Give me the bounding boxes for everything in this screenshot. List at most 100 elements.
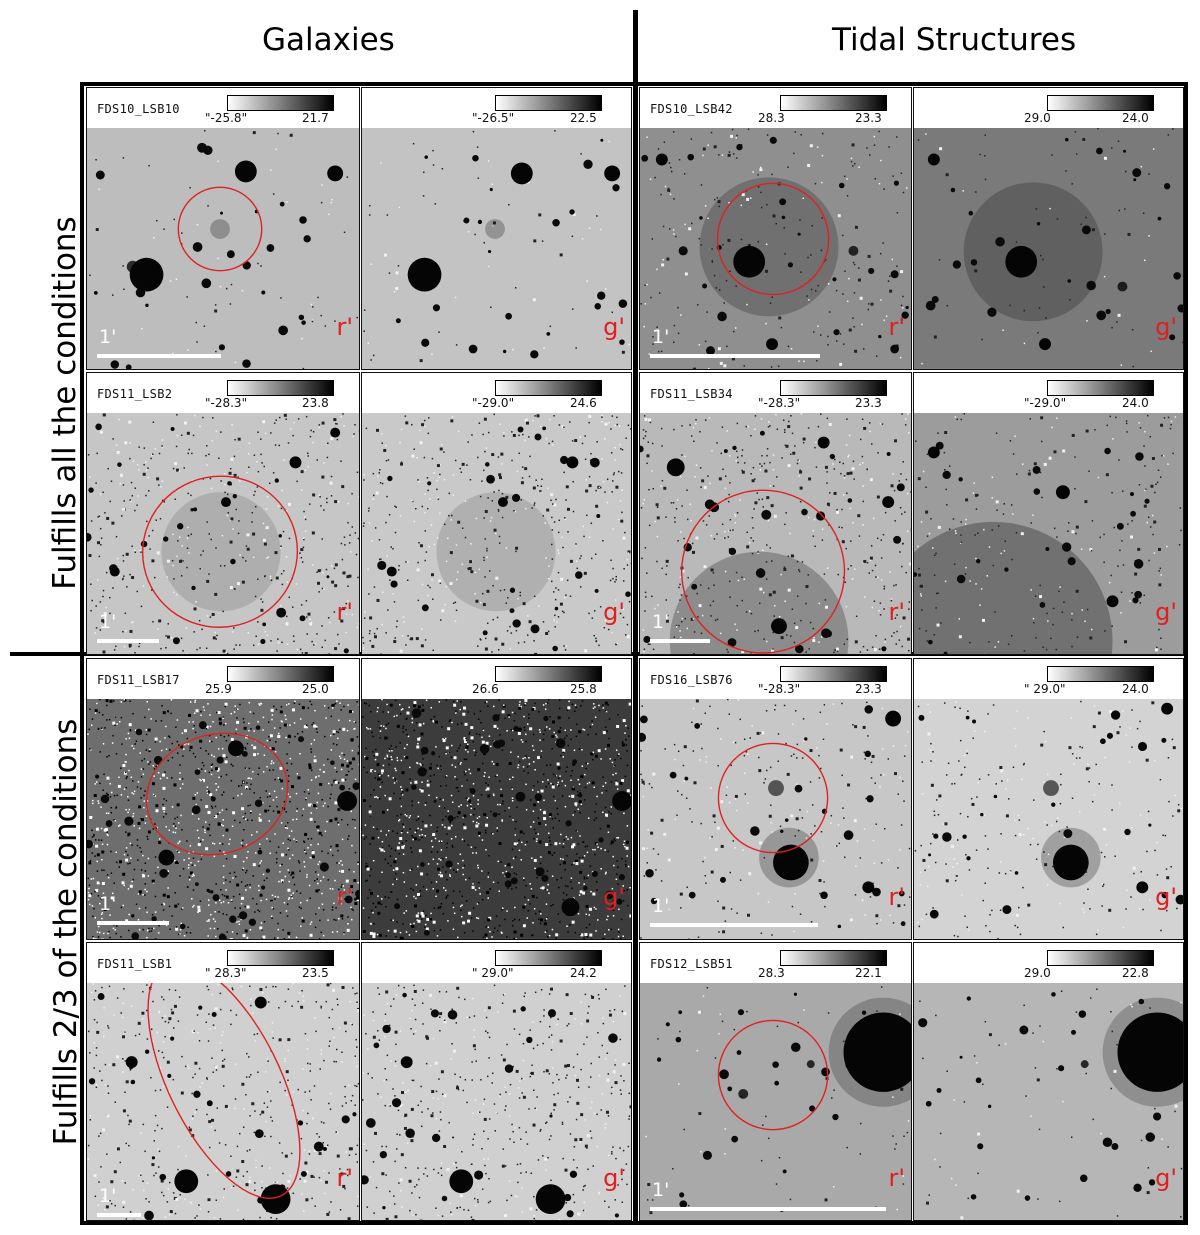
star [382, 1024, 391, 1034]
star [968, 210, 974, 216]
colorbar-max-label: 25.8 [570, 682, 597, 696]
colorbar-min-label: 28.3 [758, 111, 785, 125]
star [890, 344, 899, 354]
diffuse-glow [161, 492, 281, 612]
star [728, 547, 737, 556]
star [933, 833, 939, 839]
star [344, 895, 353, 904]
band-label: r' [888, 883, 905, 911]
colorbar-min-label: 29.0 [1024, 966, 1051, 980]
frame-bottom [80, 1221, 1188, 1225]
star [130, 1079, 136, 1085]
star [447, 815, 454, 822]
star [640, 445, 644, 453]
star [737, 1009, 745, 1016]
colorbar-header: FDS16_LSB76 "-28.3" 23.3 [640, 659, 911, 699]
star [373, 1042, 380, 1049]
star [278, 325, 289, 336]
colorbar-min-label: " 29.0" [472, 966, 514, 980]
star [135, 728, 143, 736]
bright-source [158, 849, 175, 866]
image-panel: FDS11_LSB1 " 28.3" 23.5 1' r' [86, 942, 360, 1221]
star [918, 1018, 928, 1028]
star [618, 874, 625, 881]
star [929, 909, 939, 919]
colorbar [495, 666, 602, 682]
selection-ellipse [716, 182, 830, 296]
colorbar-max-label: 22.1 [855, 966, 882, 980]
star [795, 644, 804, 654]
sky-image [87, 373, 359, 654]
colorbar-max-label: 22.8 [1122, 966, 1149, 980]
star [769, 136, 777, 144]
star [420, 862, 425, 867]
colorbar-header: FDS12_LSB51 28.3 22.1 [640, 943, 911, 983]
star [341, 1115, 350, 1124]
image-panel: "-26.5" 22.5 g' [361, 87, 632, 370]
star [643, 635, 651, 644]
star [761, 509, 772, 520]
band-label: r' [888, 1164, 905, 1192]
diffuse-glow [436, 492, 556, 612]
star [88, 1078, 96, 1085]
star [87, 839, 93, 849]
star [1177, 304, 1183, 313]
image-panel: FDS10_LSB42 28.3 23.3 1' r' [639, 87, 912, 370]
star [577, 793, 583, 798]
star [1039, 602, 1046, 608]
star [254, 1129, 264, 1138]
star [1096, 147, 1103, 155]
star [594, 588, 599, 593]
star [965, 715, 970, 720]
star [125, 364, 132, 369]
star [355, 889, 359, 898]
frame-top [80, 82, 1188, 86]
star [151, 916, 157, 922]
star [201, 278, 212, 289]
star [546, 332, 551, 336]
star [1033, 488, 1041, 495]
star [611, 904, 616, 909]
star [192, 242, 203, 252]
star [387, 475, 393, 482]
scale-bar [97, 921, 169, 925]
star [365, 1118, 376, 1128]
star [206, 1100, 213, 1107]
star [605, 890, 614, 900]
star [901, 311, 909, 319]
star [678, 1010, 683, 1015]
colorbar-min-label: " 29.0" [1024, 682, 1066, 696]
star [463, 217, 470, 224]
star [1086, 280, 1096, 291]
star [241, 750, 248, 757]
star [1071, 1029, 1076, 1035]
bright-source [330, 427, 341, 438]
colorbar-min-label: 25.9 [205, 682, 232, 696]
star [1157, 216, 1162, 221]
star [477, 219, 483, 225]
star [1148, 823, 1152, 827]
diffuse-glow [914, 521, 1113, 654]
star [549, 1114, 553, 1118]
bright-source [227, 740, 244, 757]
star [441, 1195, 448, 1202]
star [640, 732, 647, 742]
star [547, 1009, 557, 1018]
star [248, 918, 257, 926]
star [391, 1098, 402, 1108]
colorbar [227, 950, 334, 966]
star [641, 154, 649, 162]
colorbar-min-label: "-29.0" [1024, 396, 1067, 410]
star [542, 426, 547, 431]
star [821, 1067, 830, 1077]
star [279, 201, 285, 207]
object-label: FDS12_LSB51 [650, 957, 733, 971]
column-title-tidal-structures: Tidal Structures [832, 22, 1077, 58]
star [569, 209, 575, 215]
colorbar-max-label: 23.3 [855, 682, 882, 696]
sky-image [640, 373, 911, 654]
star [190, 508, 194, 512]
star [1106, 732, 1114, 739]
image-panel: "-29.0" 24.6 g' [361, 372, 632, 655]
star [702, 283, 708, 289]
